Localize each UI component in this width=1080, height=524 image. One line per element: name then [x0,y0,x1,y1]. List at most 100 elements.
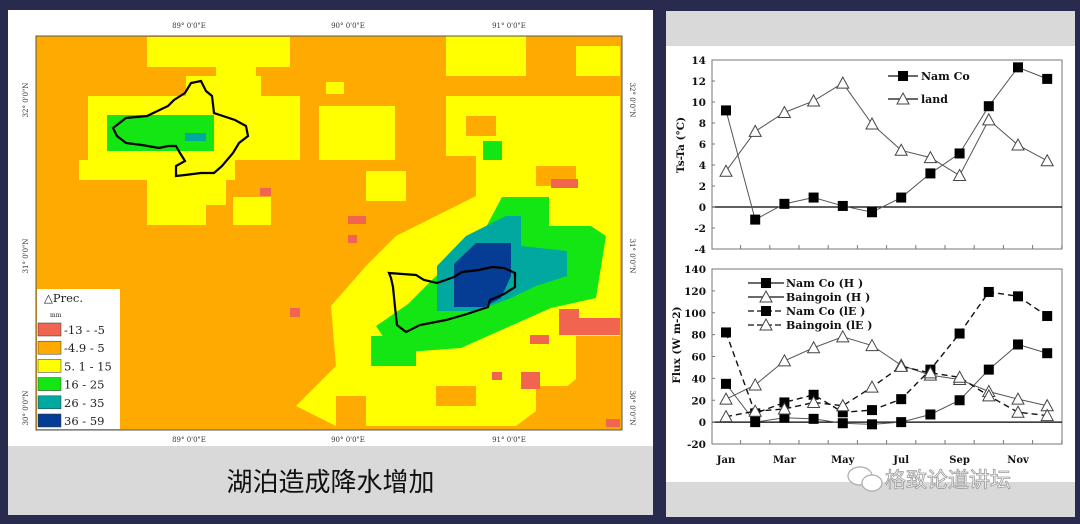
legend-label: 5. 1 - 15 [64,359,112,373]
y-axis-label-flux: Flux (W m-2) [671,306,683,383]
slide-caption: 湖泊造成降水增加 [226,468,435,498]
data-point-triangle [806,93,821,107]
plot-frame [711,59,1063,250]
data-point-triangle [981,388,996,402]
series-nam-co-h- [721,339,1053,430]
legend-label: land [921,93,948,106]
data-point-triangle [719,164,733,177]
data-point-square [837,418,848,429]
lon-label: 91° 0'0"E [492,436,526,444]
data-point-triangle [835,398,850,412]
series-nam-co [721,62,1053,225]
lake-outline-siling-co [111,79,250,178]
wechat-icon [847,466,883,492]
lat-label: 30° 0'0"N [22,391,30,426]
lat-label: 31° 0'0"N [22,239,30,274]
data-point-square [954,328,965,339]
lat-label: 30° 0'0"N [628,391,636,426]
series-baingoin-le- [719,359,1055,423]
y-tick-label: -4 [694,244,706,256]
data-point-square [837,200,848,211]
data-point-square [1013,291,1023,302]
data-point-triangle [777,353,792,367]
watermark: 格致论道讲坛 [847,466,1011,492]
legend-swatch [37,413,62,428]
chart-panel [666,11,1075,517]
y-tick-label: 14 [691,55,706,67]
legend-swatch [37,395,62,410]
data-point-square [983,364,994,375]
data-point-triangle [748,124,763,137]
data-point-triangle [865,338,879,352]
lat-labels-left: 32° 0'0"N 31° 0'0"N 30° 0'0"N [22,83,30,426]
data-point-square [808,389,819,400]
lat-label: 31° 0'0"N [628,239,636,274]
y-tick-label: 140 [684,264,706,276]
series-line [725,343,1048,425]
data-point-triangle [806,340,821,354]
map-panel: △Prec. mm -13 - -5 -4.9 - 5 5. 1 - 15 16 - … [8,10,653,515]
series-line [725,82,1048,177]
legend-swatch [37,359,62,373]
data-point-square [898,71,908,81]
data-point-triangle [759,289,773,303]
data-point-square [954,395,965,406]
y-tick-label: 0 [699,202,706,214]
data-point-triangle [719,392,733,405]
legend-entry: Nam Co [888,70,970,83]
map-frame [35,35,623,431]
data-point-triangle [777,105,792,118]
x-tick-label: Jan [716,455,736,466]
series-line [725,336,1048,407]
series-line [725,365,1048,418]
data-point-triangle [952,168,967,181]
y-tick-label: 2 [699,181,706,193]
lon-label: 89° 0'0"E [172,436,206,444]
y-tick-label: 12 [691,76,706,88]
lat-label: 32° 0'0"N [628,83,636,118]
lat-label: 32° 0'0"N [22,83,30,118]
x-tick-label: Sep [949,455,970,466]
data-point-triangle [894,143,909,156]
data-point-triangle [865,380,879,393]
data-point-square [761,278,771,288]
data-point-square [896,394,907,405]
data-point-square [779,412,790,423]
y-tick-label: -2 [694,223,706,235]
data-point-square [925,409,936,420]
y-tick-label: 0 [699,417,706,429]
y-tick-label: 60 [691,352,706,364]
data-point-triangle [777,401,792,415]
data-point-triangle [835,329,850,343]
top-strip [666,11,1075,46]
lat-labels-right: 32° 0'0"N 31° 0'0"N 30° 0'0"N [628,83,636,426]
data-point-triangle [835,76,850,89]
legend-label: 36 - 59 [64,414,104,428]
data-point-square [1013,62,1023,73]
red-cells [260,179,620,427]
data-point-triangle [1040,408,1055,422]
data-point-square [808,413,819,424]
legend-entry: Baingoin (H ) [748,289,870,304]
data-point-square [867,419,877,430]
data-point-triangle [981,112,996,126]
lon-label: 90° 0'0"E [331,436,365,444]
y-tick-label: 120 [684,286,706,298]
data-point-triangle [923,150,938,164]
data-point-triangle [896,91,910,105]
legend-entry: Nam Co (lE ) [748,305,865,318]
y-tick-label: 40 [691,373,706,385]
y-tick-label: 4 [699,160,706,172]
series-baingoin-h- [719,329,1055,412]
series-land [719,76,1055,181]
legend-label: Baingoin (H ) [786,291,870,304]
legend-swatch [37,322,62,337]
data-point-square [925,168,936,179]
legend-label: 26 - 35 [64,396,104,410]
data-point-square [721,105,731,116]
data-point-triangle [1040,153,1055,167]
data-point-triangle [748,404,763,417]
map-legend: △Prec. mm -13 - -5 -4.9 - 5 5. 1 - 15 16 - … [37,289,120,429]
data-point-square [983,286,994,297]
legend-label: Nam Co [921,70,970,83]
